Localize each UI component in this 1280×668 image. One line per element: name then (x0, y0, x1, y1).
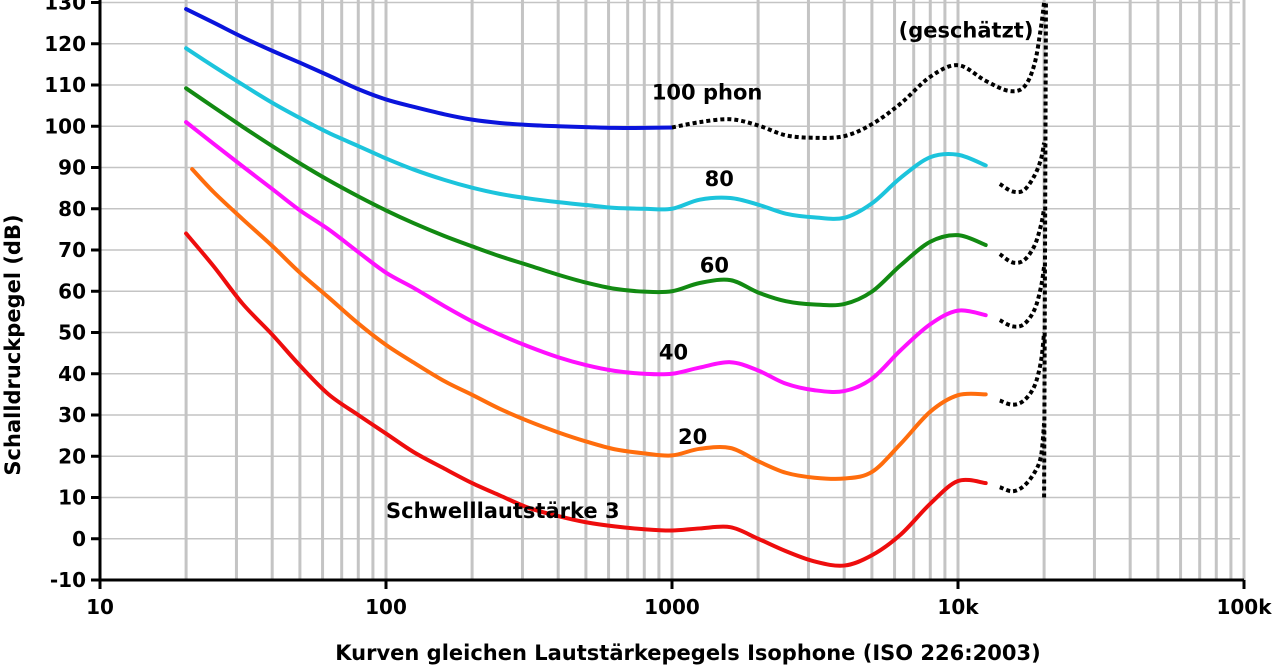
estimated-line-schwelle-gesch-tzt (999, 423, 1047, 494)
axes (91, 0, 1246, 589)
y-tick-label: 80 (58, 197, 86, 221)
series-line-40 (184, 120, 988, 394)
annotations: (geschätzt) 100 phon 80 60 40 20 Schwelllautst… (386, 19, 1033, 524)
y-tick-label: 130 (44, 0, 86, 15)
y-tick-label: 120 (44, 32, 86, 56)
annotation-40: 40 (659, 340, 688, 364)
estimated-line-80-gesch-tzt (998, 142, 1047, 195)
y-tick-label: 100 (44, 114, 86, 138)
y-tick-label: 70 (58, 238, 86, 262)
y-tick-label: 10 (58, 486, 86, 510)
annotation-gesch-tzt: (geschätzt) (899, 19, 1034, 43)
estimated-line-20-gesch-tzt (999, 332, 1047, 407)
y-tick-label: -10 (50, 568, 86, 592)
series-line-schwelllautst-rke-3 (184, 231, 988, 568)
x-tick-label: 100 (365, 595, 407, 619)
estimated-line-60-gesch-tzt (998, 208, 1047, 265)
estimated-line-upper-limit (1042, 2, 1048, 498)
y-tick-label: 110 (44, 73, 86, 97)
x-tick-label: 100k (1216, 595, 1272, 619)
estimated-line-40-gesch-tzt (998, 266, 1047, 329)
y-tick-label: 20 (58, 444, 86, 468)
y-tick-label: 30 (58, 403, 86, 427)
x-tick-label: 10 (86, 595, 114, 619)
x-tick-label: 1000 (644, 595, 700, 619)
x-tick-label: 10k (937, 595, 979, 619)
y-tick-label: 0 (72, 527, 86, 551)
annotation-60: 60 (700, 254, 729, 278)
annotation-100-phon: 100 phon (652, 80, 763, 104)
series-lines (184, 7, 988, 568)
y-tick-label: 60 (58, 279, 86, 303)
series-line-60 (184, 86, 988, 308)
y-tick-label: 90 (58, 156, 86, 180)
grid (100, 0, 1246, 581)
estimated-line-100-phon-gesch-tzt (671, 2, 1047, 140)
y-axis-title: Schalldruckpegel (dB) (1, 214, 25, 475)
annotation-20: 20 (678, 425, 707, 449)
x-axis-title: Kurven gleichen Lautstärkepegels Isophon… (335, 641, 1040, 665)
y-tick-label: 50 (58, 321, 86, 345)
series-line-80 (184, 46, 988, 221)
series-line-20 (190, 167, 988, 481)
series-line-100-phon (184, 7, 674, 130)
y-tick-label: 40 (58, 362, 86, 386)
x-tick-labels: 10 100 1000 10k 100k (86, 595, 1272, 619)
estimated-lines (671, 2, 1048, 498)
annotation-schwelllautst-rke-3: Schwelllautstärke 3 (386, 499, 620, 523)
annotation-80: 80 (705, 167, 734, 191)
